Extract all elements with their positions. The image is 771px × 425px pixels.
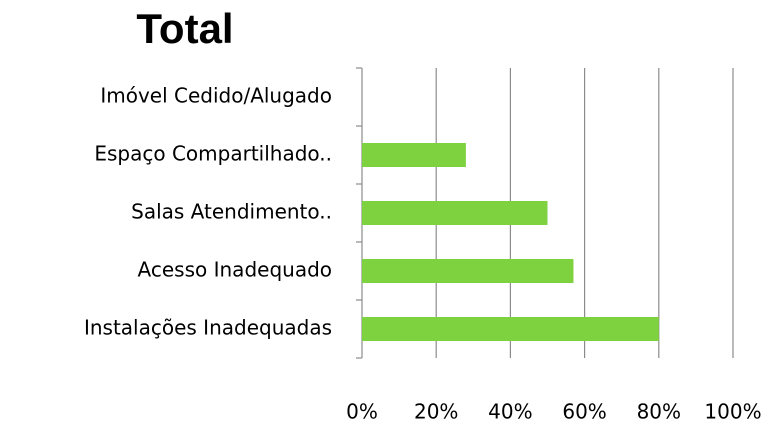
x-tick-label: 60% [562,400,606,424]
x-tick-label: 80% [637,400,681,424]
y-tick-label: Imóvel Cedido/Alugado [100,84,332,108]
x-tick-label: 40% [488,400,532,424]
chart-title: Total [136,5,233,52]
x-tick-label: 0% [346,400,378,424]
bar [362,259,574,283]
y-tick-label: Espaço Compartilhado.. [94,142,332,166]
x-tick-label: 20% [414,400,458,424]
y-tick-label: Salas Atendimento.. [131,200,332,224]
bar [362,317,659,341]
y-tick-label: Acesso Inadequado [138,258,332,282]
x-tick-label: 100% [704,400,761,424]
y-tick-label: Instalações Inadequadas [84,316,332,340]
bar [362,201,548,225]
bar [362,143,466,167]
